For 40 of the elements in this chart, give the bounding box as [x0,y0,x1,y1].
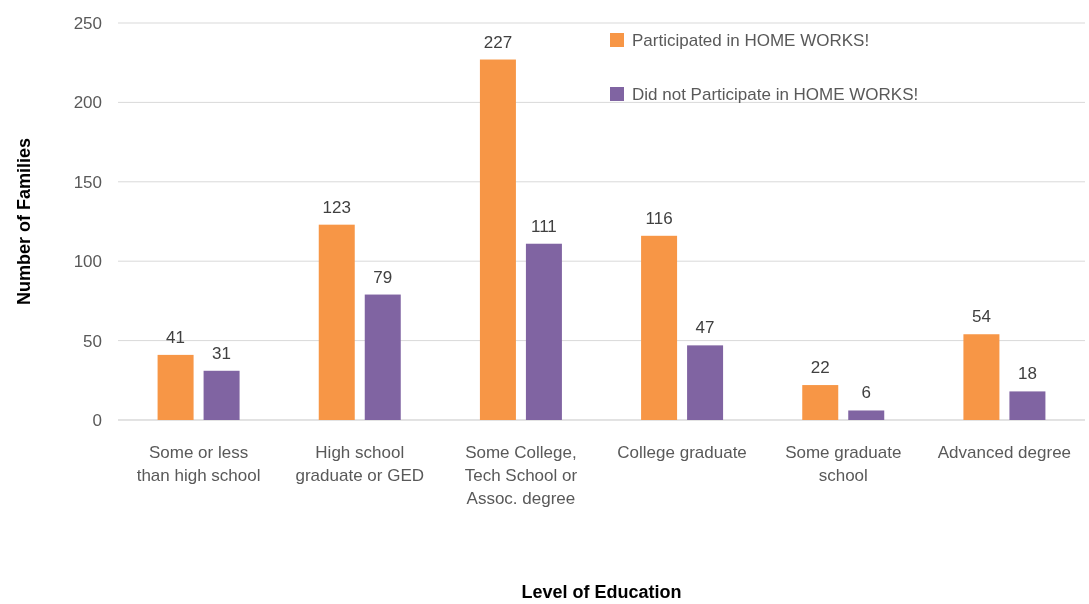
data-label: 54 [971,307,991,327]
y-tick-label: 100 [73,252,102,272]
data-label: 123 [322,197,351,217]
y-tick-label: 200 [73,93,102,113]
data-label: 6 [861,383,871,403]
x-tick-label: College graduate [617,443,747,462]
bar [203,370,240,420]
x-tick-label: Advanced degree [937,443,1072,462]
x-tick-label: Some or less than high school [136,443,261,485]
bar [318,224,355,420]
x-tick-label: Some graduate school [785,443,902,485]
bar [479,59,516,420]
data-label: 47 [695,318,715,338]
legend-label: Participated in HOME WORKS! [632,30,870,50]
data-label: 227 [483,32,513,52]
data-label: 31 [212,343,232,363]
data-label: 22 [810,358,830,378]
y-tick-label: 250 [73,13,102,33]
bar [963,334,1000,420]
data-label: 79 [373,267,393,287]
data-label: 41 [166,327,186,347]
x-tick-label: Some College, Tech School or Assoc. degree [464,443,578,508]
data-label: 116 [645,208,673,228]
x-tick-label: High school graduate or GED [295,443,425,485]
bar [641,235,678,420]
bar [1009,391,1046,420]
x-axis-title: Level of Education [521,582,682,602]
bar [848,410,885,420]
y-axis-title: Number of Families [14,137,34,306]
y-tick-label: 50 [83,331,102,351]
bar [157,354,194,420]
bar [525,243,562,420]
bar [802,385,839,420]
data-label: 111 [530,216,557,236]
y-tick-label: 0 [92,410,102,430]
bar [364,294,401,420]
data-label: 18 [1017,364,1037,384]
bar [687,345,724,420]
y-tick-label: 150 [73,172,102,192]
legend-label: Did not Participate in HOME WORKS! [632,84,919,104]
